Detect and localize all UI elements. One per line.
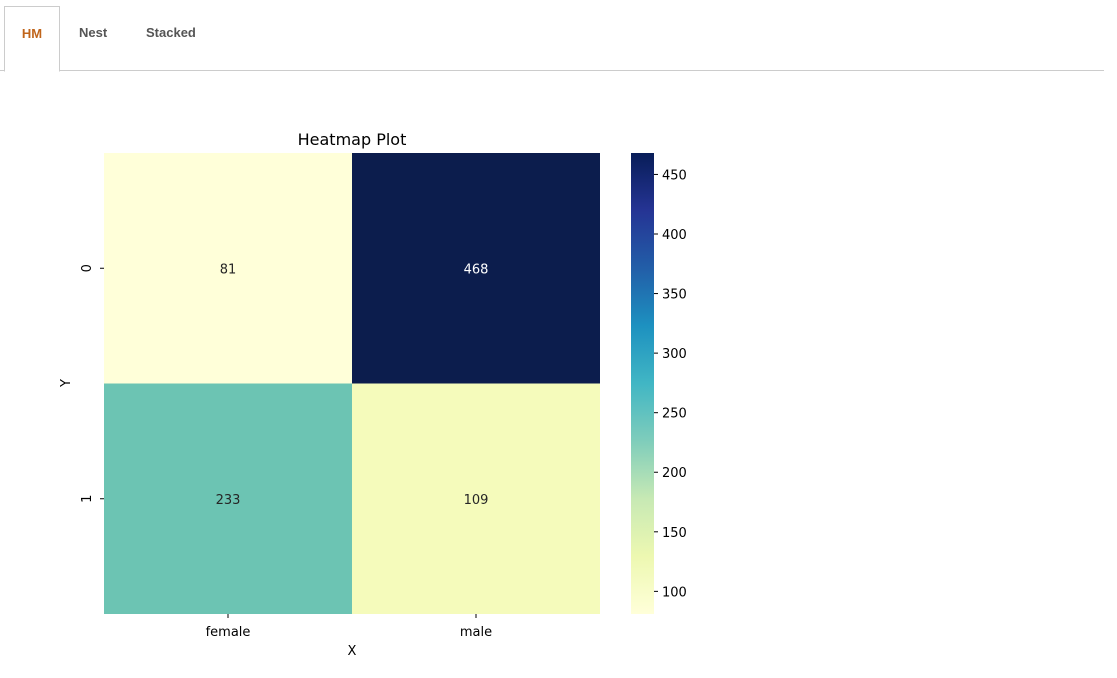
x-tick-label: male (460, 625, 492, 640)
cell-value-label: 81 (220, 262, 237, 277)
tab-nest[interactable]: Nest (79, 25, 108, 40)
tab-bar: HM Nest Stacked (0, 0, 1104, 72)
cell-value-label: 233 (216, 493, 241, 508)
colorbar-tick-label: 450 (662, 168, 687, 183)
y-tick-label: 0 (80, 264, 95, 272)
chart-title: Heatmap Plot (298, 130, 407, 149)
x-tick-label: female (206, 625, 251, 640)
heatmap-cell (104, 153, 352, 384)
heatmap-cell (352, 383, 600, 614)
colorbar-tick-label: 100 (662, 585, 687, 600)
tab-hm[interactable]: HM (4, 6, 60, 72)
colorbar-tick-label: 300 (662, 347, 687, 362)
cell-value-label: 109 (464, 493, 489, 508)
colorbar-tick-label: 200 (662, 466, 687, 481)
colorbar-tick-label: 250 (662, 407, 687, 422)
y-tick-label: 1 (80, 495, 95, 503)
colorbar-tick-label: 350 (662, 288, 687, 303)
colorbar (631, 153, 654, 614)
colorbar-tick-label: 150 (662, 526, 687, 541)
y-axis-label: Y (59, 379, 74, 388)
x-axis-label: X (348, 644, 357, 659)
cell-value-label: 468 (464, 262, 489, 277)
heatmap-cell (104, 383, 352, 614)
colorbar-tick-label: 400 (662, 228, 687, 243)
heatmap-cell (352, 153, 600, 384)
tab-stacked[interactable]: Stacked (146, 25, 196, 40)
